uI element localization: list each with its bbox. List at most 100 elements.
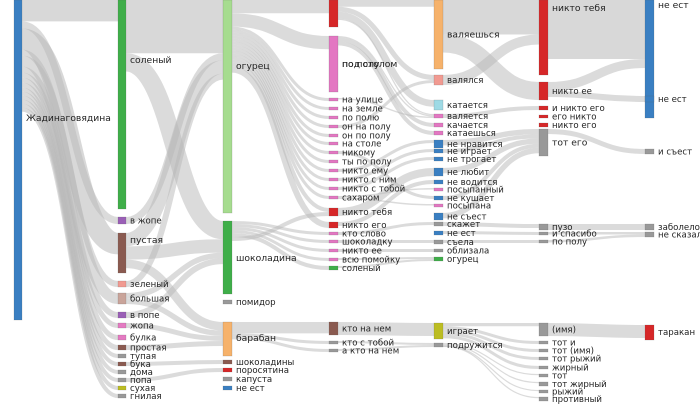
- sankey-node[interactable]: [328, 35, 339, 93]
- sankey-node[interactable]: [538, 356, 549, 361]
- sankey-node[interactable]: [328, 265, 339, 271]
- sankey-node[interactable]: [644, 148, 655, 155]
- sankey-node[interactable]: [328, 348, 339, 353]
- sankey-node[interactable]: [117, 311, 127, 319]
- sankey-node[interactable]: [433, 239, 444, 245]
- node-label: посыпанный: [447, 186, 504, 196]
- sankey-node[interactable]: [328, 340, 339, 345]
- flow-link: [337, 80, 435, 128]
- sankey-node[interactable]: [644, 95, 655, 103]
- sankey-node[interactable]: [433, 248, 444, 253]
- sankey-node[interactable]: [222, 376, 233, 382]
- sankey-node[interactable]: [117, 280, 127, 288]
- flow-link: [442, 34, 540, 100]
- sankey-node[interactable]: [433, 212, 444, 221]
- sankey-node[interactable]: [538, 373, 549, 378]
- sankey-node[interactable]: [328, 207, 339, 217]
- sankey-node[interactable]: [538, 122, 549, 128]
- sankey-node[interactable]: [538, 322, 549, 337]
- sankey-node[interactable]: [222, 359, 233, 365]
- sankey-node[interactable]: [538, 396, 549, 402]
- sankey-node[interactable]: [644, 324, 655, 341]
- sankey-node[interactable]: [222, 367, 233, 373]
- sankey-node[interactable]: [117, 361, 127, 367]
- sankey-node[interactable]: [328, 124, 339, 129]
- sankey-node[interactable]: [538, 223, 549, 231]
- sankey-node[interactable]: [328, 195, 339, 200]
- sankey-node[interactable]: [644, 231, 655, 238]
- sankey-node[interactable]: [222, 220, 233, 295]
- sankey-node[interactable]: [538, 239, 549, 244]
- sankey-node[interactable]: [117, 377, 127, 383]
- sankey-node[interactable]: [328, 159, 339, 164]
- sankey-node[interactable]: [433, 0, 444, 70]
- sankey-node[interactable]: [328, 115, 339, 120]
- sankey-node[interactable]: [433, 139, 444, 149]
- sankey-node[interactable]: [117, 216, 127, 225]
- sankey-node[interactable]: [328, 248, 339, 253]
- sankey-node[interactable]: [328, 0, 339, 28]
- sankey-node[interactable]: [117, 353, 127, 359]
- flow-link: [125, 259, 224, 331]
- sankey-node[interactable]: [328, 106, 339, 111]
- sankey-node[interactable]: [328, 239, 339, 244]
- sankey-node[interactable]: [433, 156, 444, 162]
- sankey-node[interactable]: [538, 114, 549, 119]
- sankey-node[interactable]: [433, 74, 444, 86]
- sankey-node[interactable]: [117, 0, 127, 210]
- sankey-node[interactable]: [13, 0, 23, 321]
- sankey-node[interactable]: [538, 231, 549, 236]
- sankey-node[interactable]: [433, 187, 444, 192]
- sankey-node[interactable]: [222, 321, 233, 357]
- sankey-node[interactable]: [538, 340, 549, 345]
- sankey-node[interactable]: [433, 167, 444, 177]
- sankey-node[interactable]: [538, 381, 549, 387]
- sankey-node[interactable]: [433, 342, 444, 348]
- sankey-node[interactable]: [433, 221, 444, 227]
- sankey-node[interactable]: [328, 231, 339, 236]
- sankey-node[interactable]: [328, 141, 339, 146]
- sankey-node[interactable]: [117, 369, 127, 375]
- sankey-node[interactable]: [117, 334, 127, 341]
- sankey-node[interactable]: [328, 257, 339, 262]
- sankey-node[interactable]: [644, 0, 655, 119]
- sankey-node[interactable]: [538, 128, 549, 157]
- sankey-node[interactable]: [328, 321, 339, 336]
- sankey-node[interactable]: [433, 230, 444, 236]
- sankey-node[interactable]: [433, 122, 444, 128]
- sankey-node[interactable]: [222, 385, 233, 391]
- sankey-node[interactable]: [117, 393, 127, 399]
- sankey-node[interactable]: [328, 133, 339, 138]
- sankey-node[interactable]: [117, 344, 127, 351]
- sankey-node[interactable]: [538, 105, 549, 111]
- sankey-node[interactable]: [433, 322, 444, 340]
- sankey-node[interactable]: [538, 81, 549, 101]
- sankey-node[interactable]: [433, 113, 444, 119]
- sankey-node[interactable]: [433, 148, 444, 154]
- sankey-node[interactable]: [644, 223, 655, 231]
- sankey-node[interactable]: [328, 97, 339, 102]
- sankey-node[interactable]: [117, 232, 127, 274]
- sankey-node[interactable]: [433, 179, 444, 185]
- sankey-node[interactable]: [433, 130, 444, 136]
- sankey-node[interactable]: [222, 299, 233, 305]
- sankey-node[interactable]: [328, 221, 339, 229]
- sankey-node[interactable]: [222, 0, 233, 214]
- sankey-node[interactable]: [538, 365, 549, 370]
- sankey-node[interactable]: [538, 389, 549, 394]
- sankey-node[interactable]: [433, 256, 444, 262]
- sankey-node[interactable]: [433, 99, 444, 111]
- sankey-node[interactable]: [433, 195, 444, 201]
- sankey-node[interactable]: [538, 0, 549, 76]
- sankey-node[interactable]: [117, 385, 127, 391]
- sankey-node[interactable]: [328, 150, 339, 155]
- flow-link: [547, 59, 646, 91]
- sankey-node[interactable]: [328, 177, 339, 182]
- flow-link: [125, 73, 224, 287]
- sankey-node[interactable]: [538, 348, 549, 353]
- sankey-node[interactable]: [117, 292, 127, 305]
- sankey-node[interactable]: [117, 322, 127, 329]
- sankey-node[interactable]: [433, 203, 444, 208]
- sankey-node[interactable]: [328, 186, 339, 191]
- sankey-node[interactable]: [328, 168, 339, 173]
